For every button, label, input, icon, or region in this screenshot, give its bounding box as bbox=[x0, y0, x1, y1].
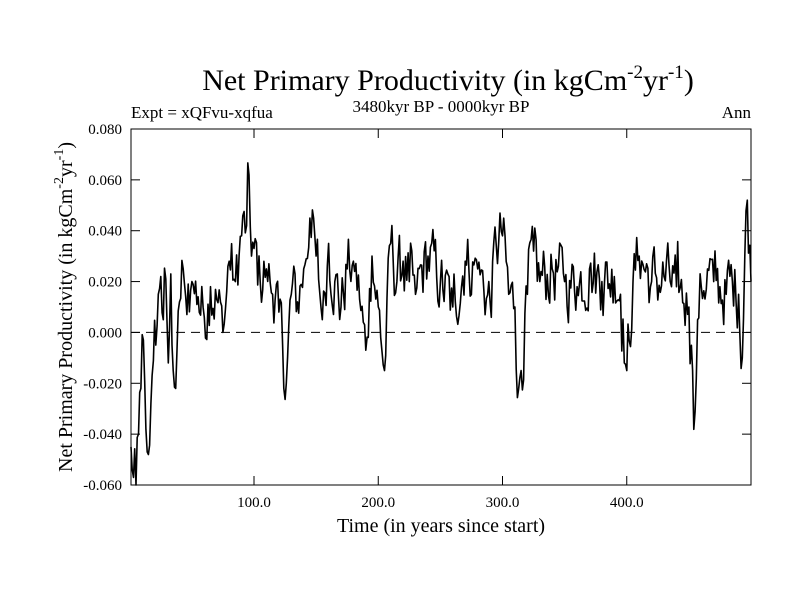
y-axis: -0.060 -0.040 -0.020 0.000 0.020 0.040 0.060 0.… bbox=[83, 122, 751, 494]
y-tick-label: 0.060 bbox=[88, 173, 122, 189]
y-tick-label: -0.040 bbox=[83, 427, 122, 443]
x-tick-label: 300.0 bbox=[486, 495, 520, 511]
subtitle-experiment: Expt = xQFvu-xqfua bbox=[131, 103, 273, 122]
y-axis-title-end: ) bbox=[55, 142, 77, 149]
subtitle-season: Ann bbox=[722, 103, 752, 122]
chart-title-sup2: -1 bbox=[668, 62, 684, 83]
y-tick-label: 0.000 bbox=[88, 325, 122, 341]
y-tick-label: -0.060 bbox=[83, 478, 122, 494]
x-tick-label: 200.0 bbox=[361, 495, 395, 511]
y-axis-title-sup2: -1 bbox=[52, 149, 67, 161]
x-axis-title: Time (in years since start) bbox=[337, 515, 545, 537]
y-axis-title: Net Primary Productivity (in kgCm-2yr-1) bbox=[52, 142, 77, 472]
x-tick-label: 400.0 bbox=[610, 495, 644, 511]
chart-title-mid: yr bbox=[643, 64, 668, 97]
y-tick-label: 0.040 bbox=[88, 224, 122, 240]
y-axis-title-sup1: -2 bbox=[52, 177, 67, 189]
chart-title-sup1: -2 bbox=[627, 62, 643, 83]
series-line-npp bbox=[130, 162, 752, 486]
y-tick-label: 0.020 bbox=[88, 275, 122, 291]
chart-title-text: Net Primary Productivity (in kgCm bbox=[202, 64, 627, 97]
y-axis-title-text: Net Primary Productivity (in kgCm bbox=[55, 188, 77, 472]
x-axis: 100.0 200.0 300.0 400.0 bbox=[237, 129, 644, 511]
subtitle-period: 3480kyr BP - 0000kyr BP bbox=[353, 97, 530, 116]
y-tick-label: 0.080 bbox=[88, 122, 122, 138]
x-tick-label: 100.0 bbox=[237, 495, 271, 511]
chart-title-end: ) bbox=[684, 64, 694, 97]
y-tick-label: -0.020 bbox=[83, 376, 122, 392]
plot-frame bbox=[130, 128, 752, 486]
chart-title: Net Primary Productivity (in kgCm-2yr-1) bbox=[202, 62, 694, 97]
y-axis-title-mid: yr bbox=[55, 160, 77, 177]
